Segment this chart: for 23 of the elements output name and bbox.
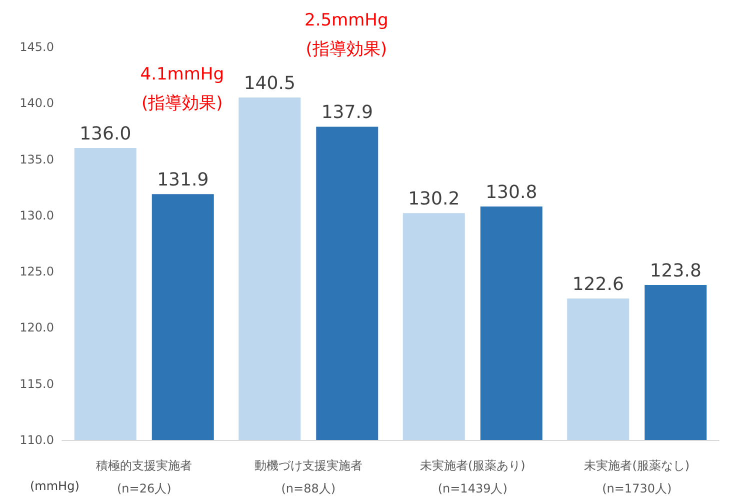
x-tick-label: 未実施者(服薬なし) (n=1730人) <box>584 458 690 496</box>
y-tick-label: 120.0 <box>20 320 54 335</box>
y-tick-label: 145.0 <box>20 40 54 54</box>
y-tick-label: 140.0 <box>20 96 54 110</box>
data-label: 131.9 <box>157 170 209 191</box>
data-label: 137.9 <box>321 102 373 124</box>
y-tick-label: 110.0 <box>20 433 54 447</box>
data-label: 136.0 <box>80 124 132 145</box>
annotation: 4.1mmHg (指導効果) <box>140 64 224 114</box>
y-axis-title: (mmHg) <box>30 479 80 493</box>
data-label: 122.6 <box>572 274 624 296</box>
data-label: 123.8 <box>650 260 702 282</box>
x-tick-label: 積極的支援実施者 (n=26人) <box>96 458 192 496</box>
y-tick-label: 130.0 <box>20 208 54 222</box>
annotation: 2.5mmHg (指導効果) <box>304 10 388 60</box>
data-label: 140.5 <box>244 73 296 94</box>
data-label: 130.2 <box>408 188 460 210</box>
data-label: 130.8 <box>486 182 538 203</box>
y-tick-label: 115.0 <box>20 376 54 391</box>
y-tick-label: 135.0 <box>20 152 54 166</box>
y-tick-label: 125.0 <box>20 264 54 279</box>
x-tick-label: 動機づけ支援実施者 (n=88人) <box>254 458 362 496</box>
x-tick-label: 未実施者(服薬あり) (n=1439人) <box>420 458 526 496</box>
